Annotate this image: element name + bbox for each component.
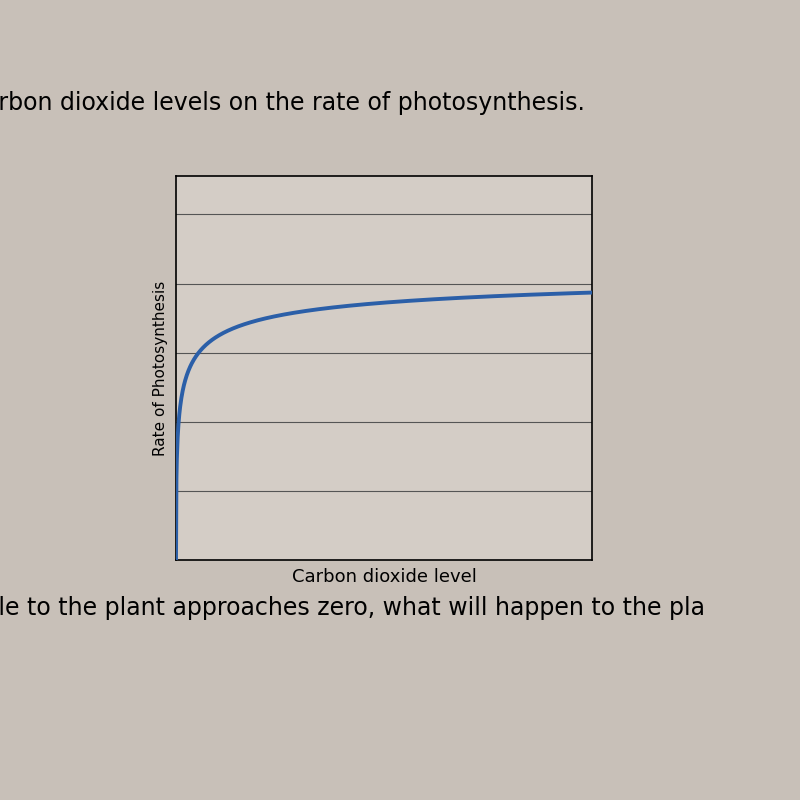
Text: ole to the plant approaches zero, what will happen to the pla: ole to the plant approaches zero, what w… xyxy=(0,596,705,620)
X-axis label: Carbon dioxide level: Carbon dioxide level xyxy=(291,568,477,586)
Y-axis label: Rate of Photosynthesis: Rate of Photosynthesis xyxy=(153,280,168,456)
Text: arbon dioxide levels on the rate of photosynthesis.: arbon dioxide levels on the rate of phot… xyxy=(0,90,585,114)
